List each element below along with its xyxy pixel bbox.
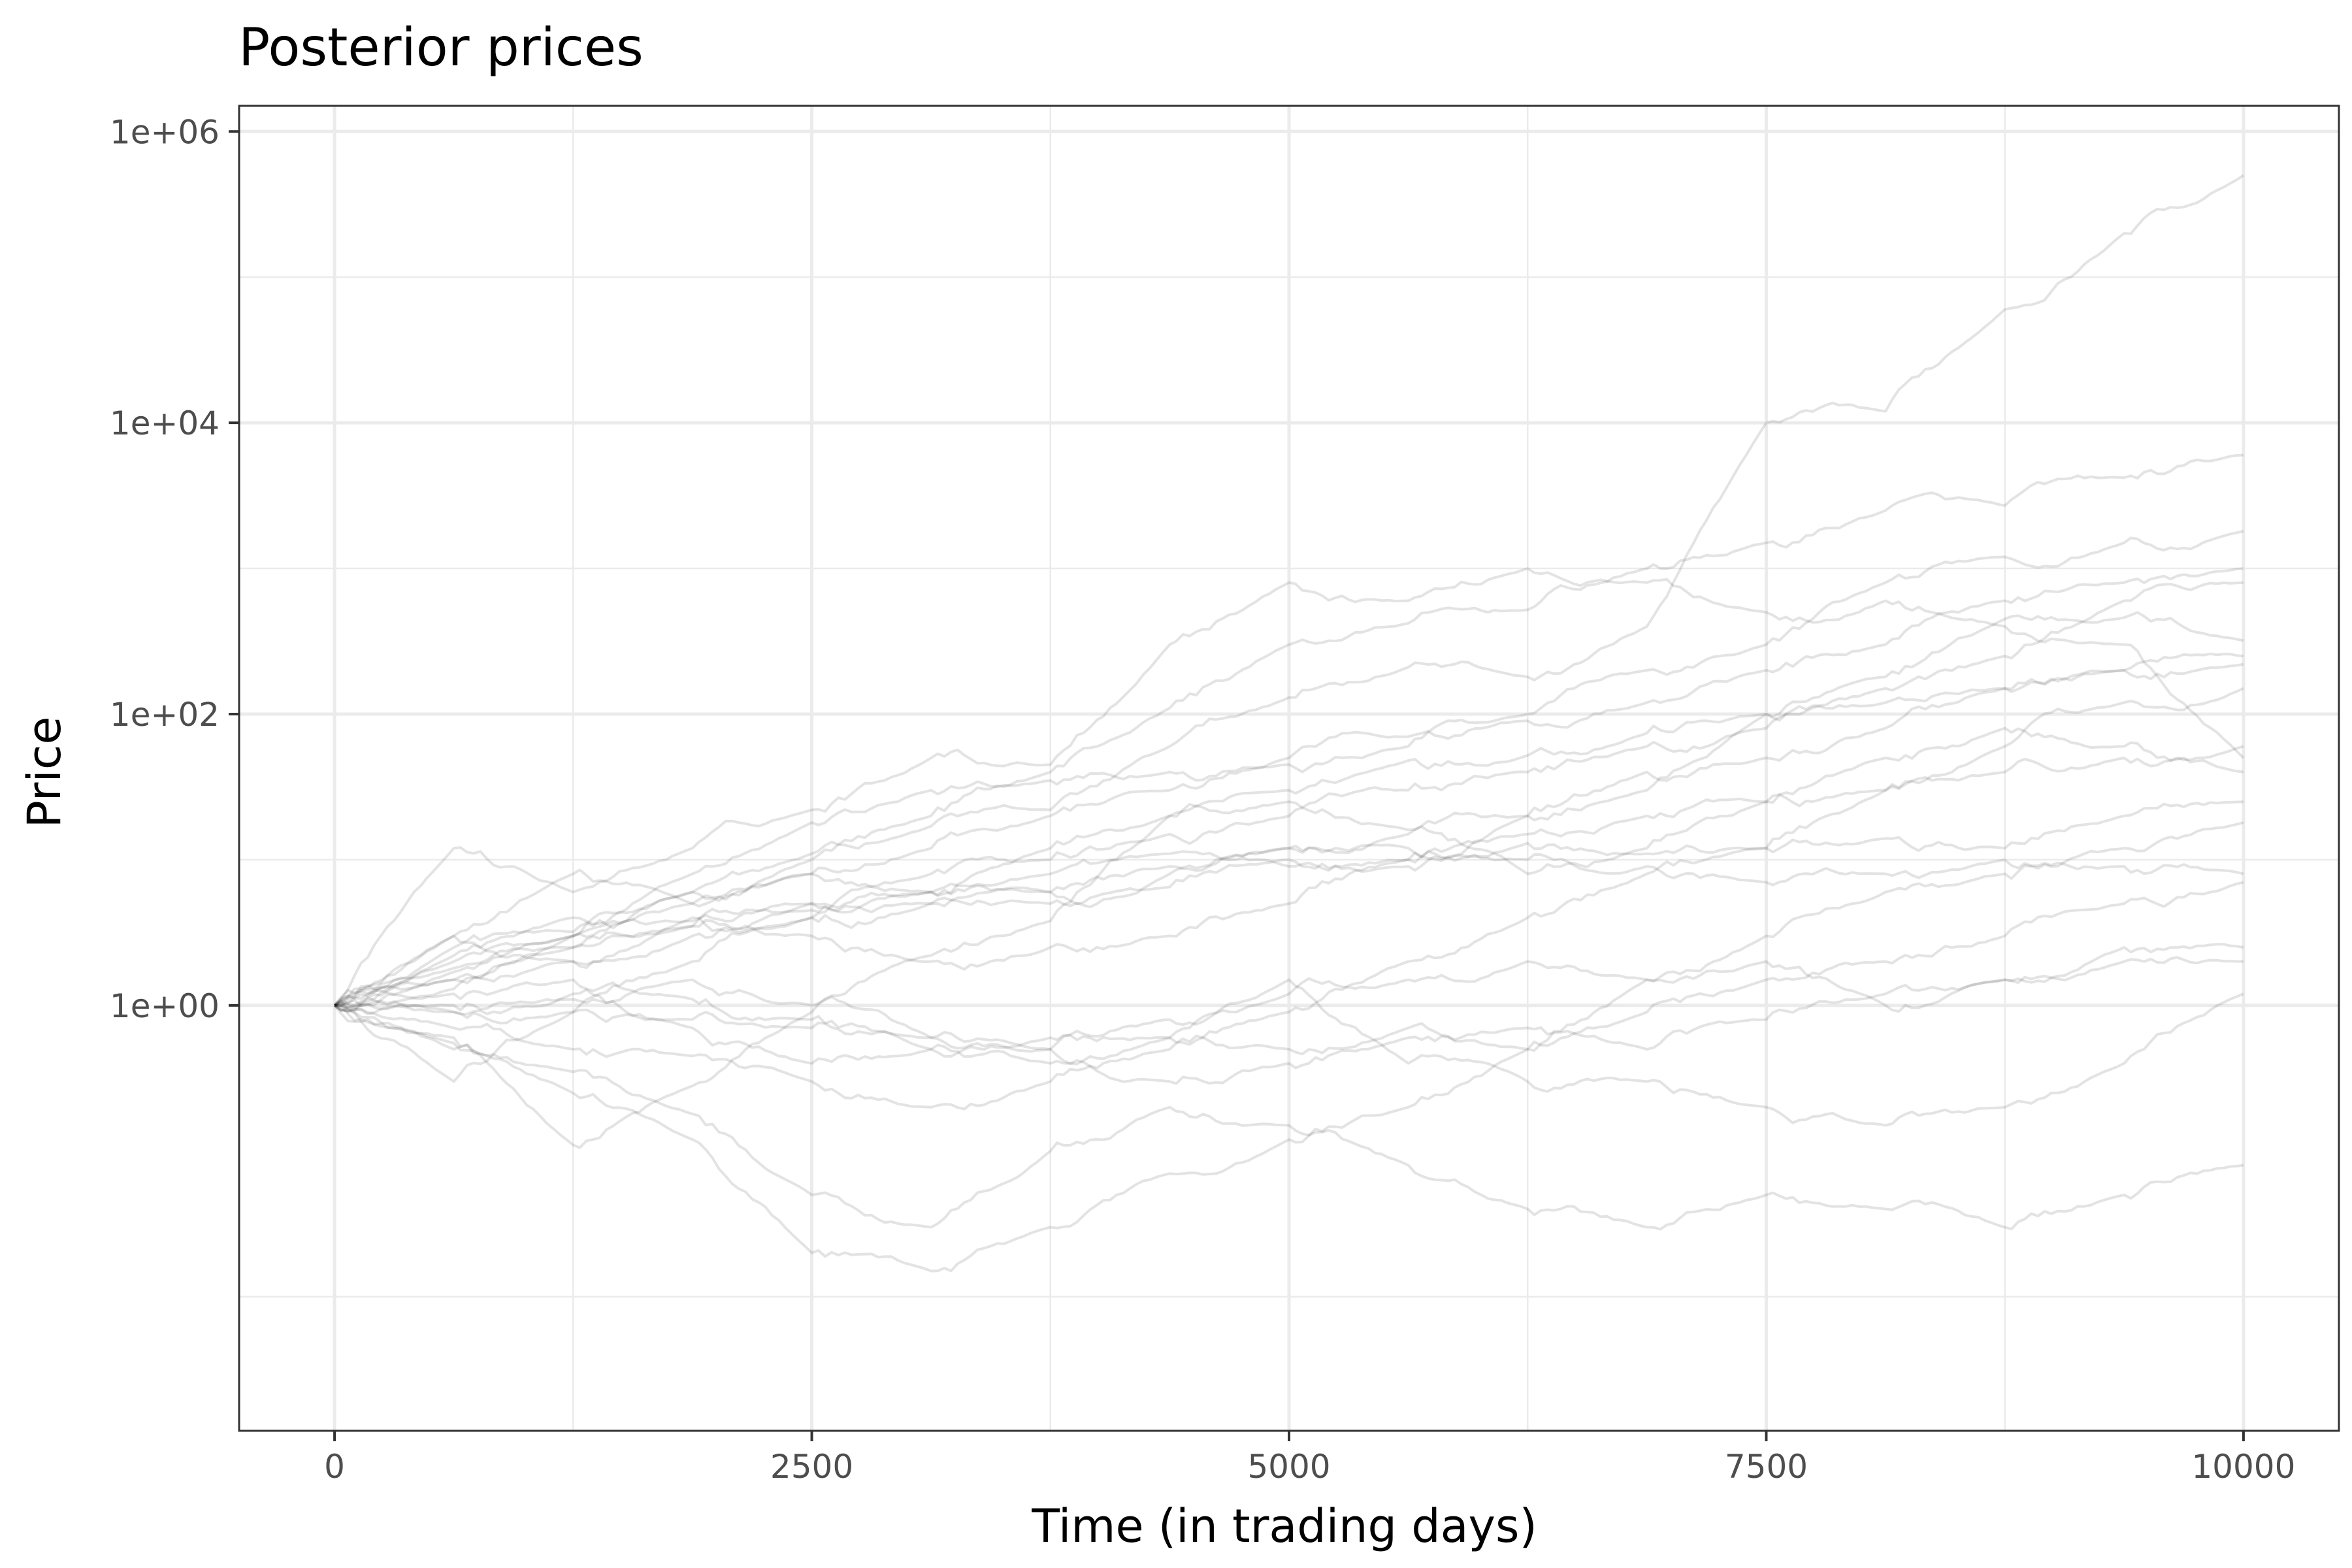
y-tick-label: 1e+06 bbox=[110, 113, 220, 151]
chart-title: Posterior prices bbox=[238, 17, 644, 78]
x-tick-label: 7500 bbox=[1725, 1448, 1808, 1486]
price-path-9 bbox=[334, 821, 2244, 1273]
price-path-8 bbox=[334, 1000, 2244, 1231]
x-tick-label: 2500 bbox=[770, 1448, 853, 1486]
price-path-6 bbox=[333, 727, 2244, 1083]
price-path-1 bbox=[333, 611, 2244, 1149]
x-axis-title: Time (in trading days) bbox=[1031, 1499, 1537, 1553]
x-axis-ticks: 0 2500 5000 7500 10000 bbox=[324, 1431, 2295, 1486]
price-path-11 bbox=[333, 881, 2244, 1066]
y-tick-label: 1e+04 bbox=[110, 404, 220, 442]
price-path-17 bbox=[333, 687, 2244, 1111]
price-path-18 bbox=[334, 853, 2244, 1007]
price-path-4 bbox=[333, 567, 2245, 1007]
price-path-15 bbox=[334, 956, 2244, 1053]
price-path-10 bbox=[334, 581, 2244, 1007]
price-path-14 bbox=[333, 652, 2244, 1007]
price-path-5 bbox=[334, 800, 2244, 1007]
major-gridlines bbox=[239, 106, 2339, 1431]
price-path-2 bbox=[335, 453, 2244, 1010]
price-path-3 bbox=[333, 174, 2244, 1007]
x-tick-label: 10000 bbox=[2191, 1448, 2295, 1486]
price-path-7 bbox=[334, 978, 2244, 1127]
y-axis-ticks: 1e+00 1e+02 1e+04 1e+06 bbox=[110, 113, 239, 1025]
x-tick-label: 5000 bbox=[1247, 1448, 1330, 1486]
x-tick-label: 0 bbox=[324, 1448, 345, 1486]
price-path-20 bbox=[333, 662, 2244, 1007]
price-path-12 bbox=[334, 943, 2244, 1085]
price-path-19 bbox=[333, 745, 2244, 1007]
y-tick-label: 1e+00 bbox=[110, 987, 220, 1025]
price-path-13 bbox=[335, 530, 2244, 1012]
y-axis-title: Price bbox=[18, 717, 71, 828]
price-paths bbox=[333, 174, 2245, 1273]
y-tick-label: 1e+02 bbox=[110, 696, 220, 734]
price-path-16 bbox=[335, 567, 2244, 1007]
